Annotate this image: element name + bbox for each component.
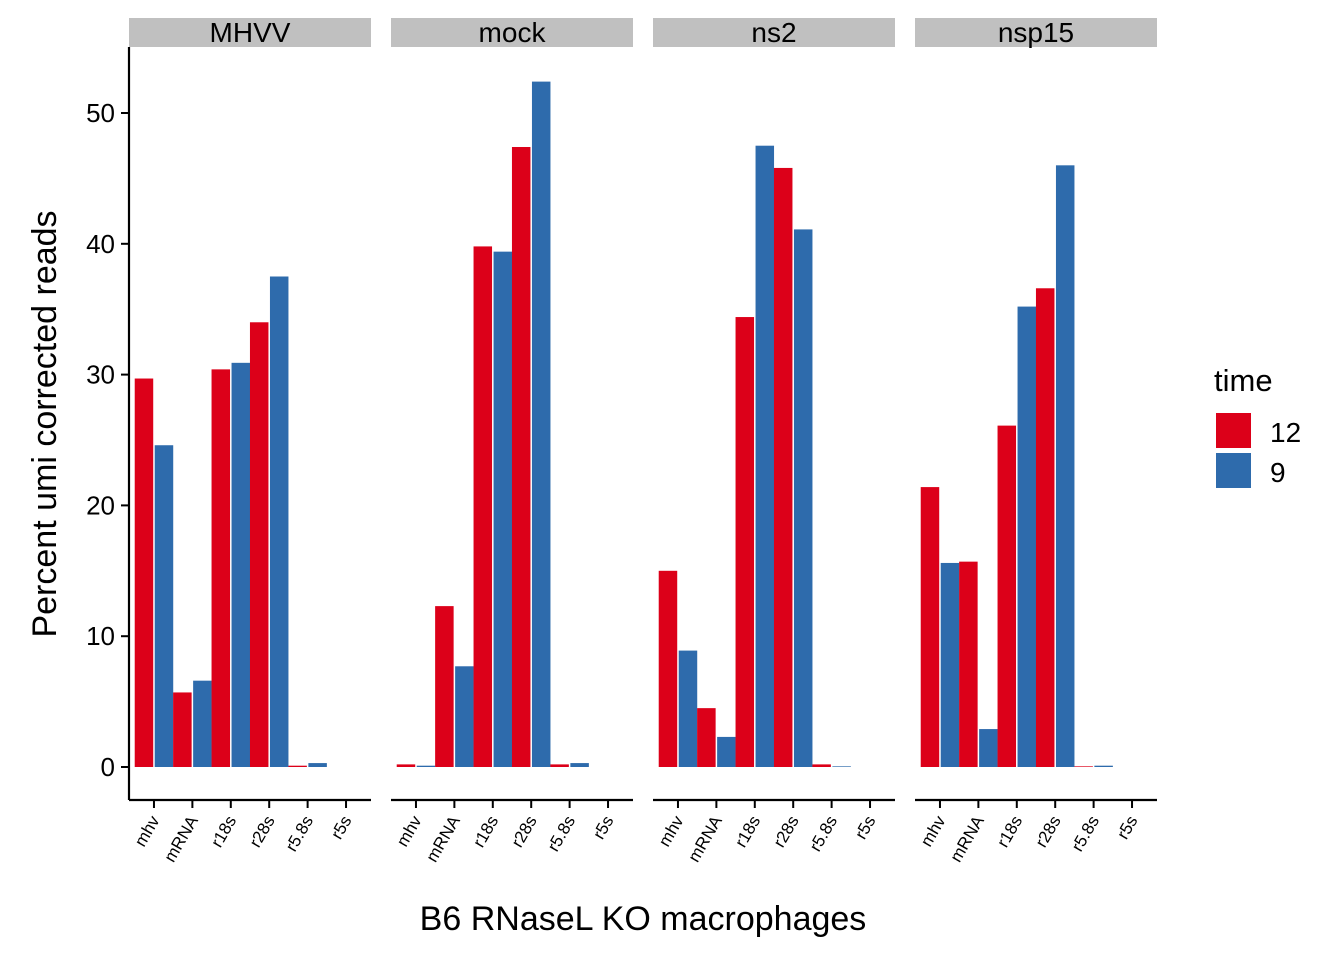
facet-strip [653,18,895,47]
x-tick-label: mhv [917,812,950,850]
x-tick-label: r5s [851,813,879,843]
bar-nsp15-r28s-12 [1035,288,1055,767]
bar-nsp15-r5.8s-9 [1094,765,1113,767]
bar-nsp15-mhv-12 [920,487,940,767]
x-tick-label: r5s [327,813,355,843]
bar-ns2-r5.8s-12 [812,764,831,767]
bar-mock-mRNA-9 [455,666,474,767]
legend-label-9: 9 [1270,457,1286,488]
bar-mock-r28s-9 [531,81,551,767]
bar-MHVV-r18s-9 [231,362,251,767]
y-tick-label: 30 [86,360,115,390]
bar-MHVV-r28s-9 [269,276,289,767]
bar-MHVV-mhv-12 [134,378,154,767]
legend-key-12 [1216,413,1251,448]
bar-ns2-mhv-12 [658,570,678,767]
x-tick-label: r5.8s [282,813,317,855]
x-tick-label: r28s [508,813,541,851]
bar-mock-r18s-9 [493,251,513,767]
bar-MHVV-mRNA-9 [193,680,212,767]
bar-mock-mhv-9 [416,765,436,767]
bar-MHVV-mhv-9 [154,445,174,767]
x-tick-label: r18s [469,813,502,851]
facet-strip [129,18,371,47]
x-tick-label: r28s [246,813,279,851]
y-tick-label: 40 [86,229,115,259]
bar-nsp15-r5.8s-12 [1074,766,1093,767]
bar-MHVV-mRNA-12 [173,692,192,767]
bar-mock-r5.8s-12 [550,764,569,767]
bar-MHVV-r5.8s-12 [288,765,307,767]
x-tick-label: mhv [393,812,426,850]
x-tick-label: mhv [655,812,688,850]
bar-mock-mhv-12 [396,764,416,767]
y-tick-label: 20 [86,490,115,520]
y-axis: 0 10 20 30 40 50 [86,47,131,800]
x-tick-label: mRNA [422,812,464,865]
bar-ns2-r28s-12 [773,167,793,767]
y-tick-label: 10 [86,621,115,651]
x-tick-label: r5.8s [544,813,579,855]
bar-ns2-r5.8s-9 [832,766,851,767]
x-tick-label: r18s [731,813,764,851]
x-tick-label: mhv [131,812,164,850]
bar-MHVV-r28s-12 [249,322,269,767]
bar-nsp15-r28s-9 [1055,165,1075,767]
x-tick-label: r5s [1113,813,1141,843]
y-tick-label: 0 [101,752,115,782]
x-tick-label: mRNA [160,812,202,865]
bar-ns2-r18s-12 [735,317,755,767]
facet-strip [391,18,633,47]
facet-strip-label: mock [479,17,547,48]
x-tick-label: r18s [993,813,1026,851]
x-tick-label: r28s [770,813,803,851]
legend-label-12: 12 [1270,417,1301,448]
x-tick-label: r5.8s [806,813,841,855]
x-tick-label: r5.8s [1068,813,1103,855]
bar-ns2-mRNA-9 [717,736,736,767]
facet-strip-label: nsp15 [998,17,1074,48]
facet-strip-label: MHVV [210,17,291,48]
y-tick-label: 50 [86,98,115,128]
bar-nsp15-mRNA-9 [979,729,998,767]
y-axis-title: Percent umi corrected reads [26,210,64,637]
x-axis-title: B6 RNaseL KO macrophages [420,900,867,938]
x-tick-label: r5s [589,813,617,843]
x-tick-label: mRNA [946,812,988,865]
bar-mock-mRNA-12 [435,606,454,767]
bar-MHVV-r18s-12 [211,369,231,767]
legend-title: time [1214,363,1273,398]
bar-ns2-r28s-9 [793,229,813,768]
bar-ns2-mhv-9 [678,650,698,767]
x-tick-label: r18s [207,813,240,851]
bar-nsp15-r18s-9 [1017,306,1037,767]
facet-strip-label: ns2 [751,17,796,48]
bar-mock-r18s-12 [473,246,493,767]
bar-ns2-mRNA-12 [697,708,716,767]
facet-strip [915,18,1157,47]
bar-mock-r28s-12 [511,147,531,767]
bar-MHVV-r5.8s-9 [308,763,327,767]
x-tick-label: r28s [1032,813,1065,851]
bar-mock-r5.8s-9 [570,763,589,767]
bar-nsp15-r18s-12 [997,425,1017,767]
bar-nsp15-mRNA-12 [959,561,978,767]
bar-nsp15-mhv-9 [940,562,960,767]
bar-ns2-r18s-9 [755,145,775,767]
legend: time 12 9 [1214,363,1301,488]
legend-key-9 [1216,453,1251,488]
x-tick-label: mRNA [684,812,726,865]
